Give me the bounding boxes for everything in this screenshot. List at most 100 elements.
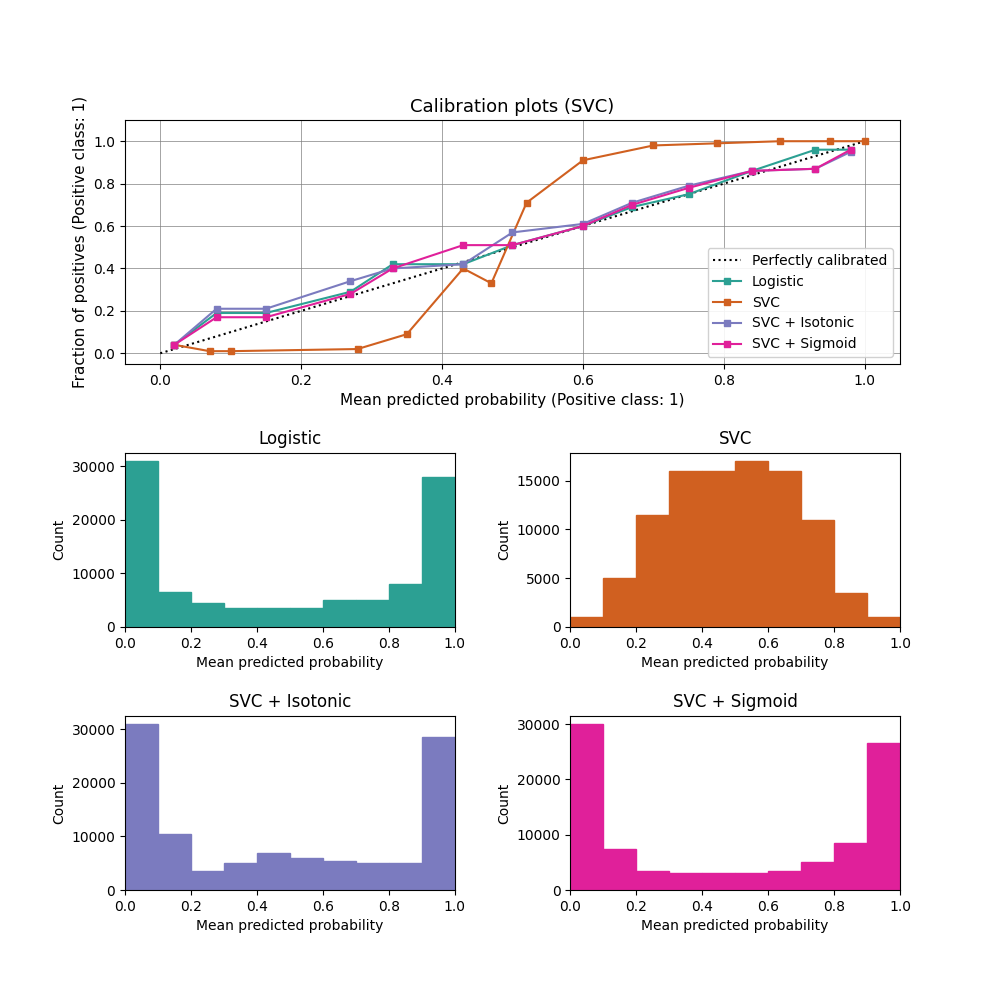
SVC [824, 135, 836, 147]
SVC + Isotonic [683, 180, 695, 192]
Bar [158, 592, 191, 627]
Logistic [626, 201, 638, 213]
Bar [191, 871, 224, 890]
Logistic [211, 307, 223, 319]
Bar [125, 724, 158, 890]
SVC + Sigmoid [344, 288, 356, 300]
SVC + Sigmoid [168, 339, 180, 351]
Line: SVC + Isotonic: SVC + Isotonic [171, 148, 854, 348]
SVC [647, 139, 659, 151]
Bar [224, 608, 257, 627]
Bar [801, 862, 834, 890]
SVC + Sigmoid [577, 220, 589, 232]
SVC [711, 137, 723, 149]
Bar [636, 515, 669, 627]
SVC [168, 339, 180, 351]
Bar [257, 853, 290, 890]
SVC + Sigmoid [457, 239, 469, 251]
Title: SVC + Isotonic: SVC + Isotonic [229, 693, 351, 711]
Bar [191, 603, 224, 627]
Bar [834, 843, 867, 890]
Bar [570, 724, 603, 890]
Y-axis label: Fraction of positives (Positive class: 1): Fraction of positives (Positive class: 1… [73, 96, 88, 388]
SVC + Isotonic [809, 163, 821, 175]
SVC [859, 135, 871, 147]
Bar [323, 600, 356, 627]
SVC [457, 262, 469, 274]
SVC + Sigmoid [809, 163, 821, 175]
Y-axis label: Count: Count [497, 519, 511, 560]
Bar [257, 608, 290, 627]
Bar [834, 593, 867, 627]
Bar [735, 461, 768, 627]
Bar [389, 584, 422, 627]
Line: SVC + Sigmoid: SVC + Sigmoid [171, 146, 854, 348]
Bar [323, 861, 356, 890]
Logistic [577, 220, 589, 232]
Logistic [845, 144, 857, 156]
Bar [570, 617, 603, 627]
Logistic [168, 339, 180, 351]
Bar [356, 863, 389, 890]
SVC + Isotonic [211, 303, 223, 315]
Bar [125, 461, 158, 627]
SVC + Isotonic [626, 197, 638, 209]
SVC + Isotonic [457, 258, 469, 270]
Bar [356, 600, 389, 627]
SVC + Isotonic [506, 226, 518, 238]
Legend: Perfectly calibrated, Logistic, SVC, SVC + Isotonic, SVC + Sigmoid: Perfectly calibrated, Logistic, SVC, SVC… [708, 248, 893, 357]
SVC + Isotonic [260, 303, 272, 315]
Bar [768, 871, 801, 890]
Logistic [809, 144, 821, 156]
SVC + Isotonic [344, 275, 356, 287]
Bar [389, 863, 422, 890]
Bar [867, 617, 900, 627]
X-axis label: Mean predicted probability (Positive class: 1): Mean predicted probability (Positive cla… [340, 393, 685, 408]
Bar [290, 608, 323, 627]
Bar [636, 871, 669, 890]
Bar [290, 858, 323, 890]
SVC + Sigmoid [845, 144, 857, 156]
Bar [422, 737, 455, 890]
SVC [521, 197, 533, 209]
Line: Logistic: Logistic [171, 146, 854, 348]
SVC + Sigmoid [211, 311, 223, 323]
Logistic [683, 188, 695, 200]
Bar [422, 477, 455, 627]
Logistic [506, 239, 518, 251]
SVC [225, 345, 237, 357]
SVC + Sigmoid [260, 311, 272, 323]
Bar [702, 471, 735, 627]
X-axis label: Mean predicted probability: Mean predicted probability [641, 656, 829, 670]
SVC + Sigmoid [683, 182, 695, 194]
SVC + Isotonic [845, 146, 857, 158]
Bar [603, 849, 636, 890]
Bar [669, 471, 702, 627]
Bar [603, 578, 636, 627]
Logistic [344, 286, 356, 298]
Bar [768, 471, 801, 627]
Y-axis label: Count: Count [497, 782, 511, 824]
Bar [669, 873, 702, 890]
Logistic [260, 307, 272, 319]
Title: SVC: SVC [718, 430, 752, 448]
Line: SVC: SVC [171, 138, 868, 355]
SVC [485, 277, 497, 289]
Logistic [746, 165, 758, 177]
SVC + Sigmoid [746, 165, 758, 177]
SVC [204, 345, 216, 357]
SVC + Isotonic [746, 165, 758, 177]
SVC + Sigmoid [506, 239, 518, 251]
Title: Logistic: Logistic [258, 430, 322, 448]
SVC + Sigmoid [626, 199, 638, 211]
Y-axis label: Count: Count [52, 519, 66, 560]
X-axis label: Mean predicted probability: Mean predicted probability [196, 919, 384, 933]
SVC + Isotonic [577, 218, 589, 230]
X-axis label: Mean predicted probability: Mean predicted probability [196, 656, 384, 670]
SVC + Sigmoid [387, 262, 399, 274]
SVC [577, 154, 589, 166]
Logistic [457, 258, 469, 270]
Bar [702, 873, 735, 890]
X-axis label: Mean predicted probability: Mean predicted probability [641, 919, 829, 933]
SVC + Isotonic [387, 262, 399, 274]
